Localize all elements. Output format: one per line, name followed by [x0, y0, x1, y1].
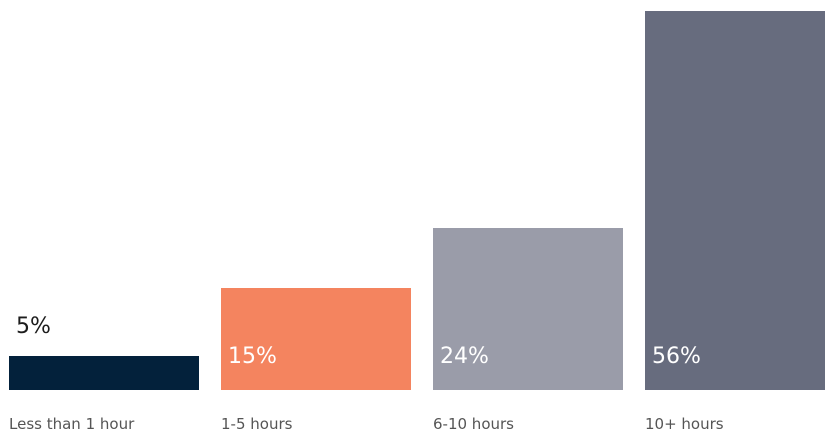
bar-1-5-hours [221, 288, 411, 390]
bar-10-hours [645, 11, 825, 390]
category-label-less-than-1-hour: Less than 1 hour [9, 415, 135, 433]
category-label-1-5-hours: 1-5 hours [221, 415, 293, 433]
category-label-10-hours: 10+ hours [645, 415, 724, 433]
bar-6-10-hours [433, 228, 623, 390]
category-label-6-10-hours: 6-10 hours [433, 415, 514, 433]
value-label-less-than-1-hour: 5% [16, 314, 51, 339]
value-label-1-5-hours: 15% [228, 344, 277, 369]
bar-less-than-1-hour [9, 356, 199, 390]
value-label-6-10-hours: 24% [440, 344, 489, 369]
value-label-10-hours: 56% [652, 344, 701, 369]
